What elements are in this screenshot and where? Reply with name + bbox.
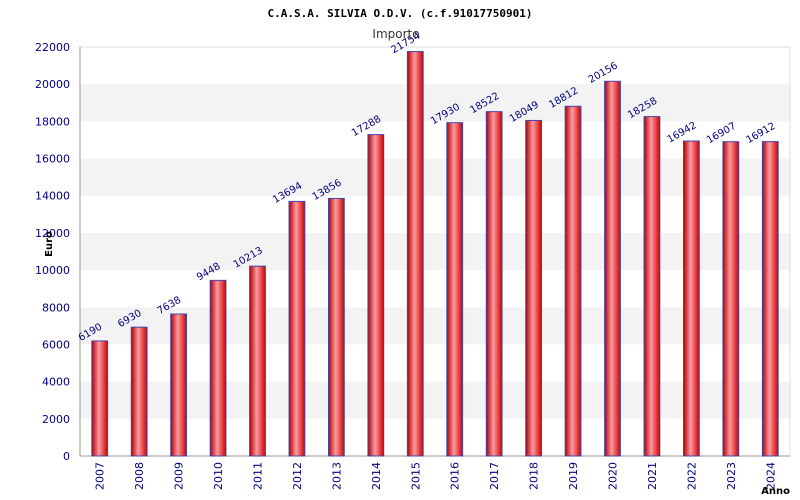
bar-2009 (170, 313, 188, 457)
x-tick-label-2013: 2013 (330, 462, 343, 490)
x-tick-label-2020: 2020 (607, 462, 620, 490)
bar-2016 (446, 122, 464, 457)
y-tick-label: 12000 (35, 227, 70, 240)
y-tick-label: 14000 (35, 190, 70, 203)
y-tick-label: 2000 (42, 413, 70, 426)
bar-2022 (683, 140, 700, 457)
x-tick-label-2015: 2015 (409, 462, 422, 490)
plot-background (79, 46, 791, 457)
bar-2014 (367, 134, 385, 457)
bar-2008 (130, 326, 148, 457)
x-tick-label-2010: 2010 (212, 462, 225, 490)
grid-band (80, 381, 790, 419)
y-tick-label: 6000 (42, 338, 70, 351)
y-axis-title: Euro (44, 231, 55, 257)
bar-2018 (525, 119, 543, 457)
bar-2015 (406, 51, 424, 457)
x-tick-label-2016: 2016 (449, 462, 462, 490)
bar-2020 (604, 80, 621, 457)
grid-band (80, 158, 790, 196)
bar-2019 (564, 105, 582, 457)
bar-2023 (722, 141, 740, 457)
y-tick-label: 10000 (35, 264, 70, 277)
bar-2010 (209, 279, 227, 457)
y-tick-label: 22000 (35, 41, 70, 54)
grid-band (80, 121, 790, 159)
grid-band (80, 418, 790, 456)
x-tick-label-2019: 2019 (567, 462, 580, 490)
x-tick-label-2012: 2012 (291, 462, 304, 490)
x-tick-label-2007: 2007 (94, 462, 107, 490)
chart-subtitle: Importo (372, 27, 419, 41)
y-tick-label: 20000 (35, 78, 70, 91)
x-tick-label-2017: 2017 (488, 462, 501, 490)
y-tick-label: 4000 (42, 376, 70, 389)
x-tick-label-2018: 2018 (528, 462, 541, 490)
bar-2007 (91, 340, 109, 457)
bar-2021 (643, 116, 661, 457)
grid-band (80, 270, 790, 308)
grid-band (80, 47, 790, 85)
y-tick-label: 16000 (35, 153, 70, 166)
grid-band (80, 344, 790, 382)
x-tick-label-2021: 2021 (646, 462, 659, 490)
bar-2013 (328, 197, 345, 457)
y-axis-ticks: 0 2000 4000 6000 8000 10000 12000 14000 16000 180… (35, 41, 70, 463)
bar-2012 (288, 200, 306, 457)
grid-band (80, 307, 790, 345)
bar-2017 (485, 111, 503, 457)
x-tick-label-2024: 2024 (764, 462, 777, 490)
x-tick-label-2008: 2008 (133, 462, 146, 490)
x-axis-title: Anno (761, 486, 790, 497)
y-tick-label: 0 (63, 450, 70, 463)
x-tick-label-2022: 2022 (685, 462, 698, 490)
x-tick-label-2023: 2023 (725, 462, 738, 490)
chart-title: C.A.S.A. SILVIA O.D.V. (c.f.91017750901) (268, 7, 533, 20)
bar-2011 (249, 265, 266, 457)
grid-band (80, 195, 790, 233)
grid-band (80, 232, 790, 271)
bar-2024 (761, 141, 779, 457)
grid-band (80, 84, 790, 122)
x-axis-ticks: 2007 2008 2009 2010 2011 2012 2013 2014 2015 2016… (94, 462, 778, 490)
bars (91, 51, 779, 457)
x-tick-label-2011: 2011 (252, 462, 265, 490)
x-tick-label-2014: 2014 (370, 462, 383, 490)
y-tick-label: 18000 (35, 115, 70, 128)
x-tick-label-2009: 2009 (173, 462, 186, 490)
y-tick-label: 8000 (42, 301, 70, 314)
